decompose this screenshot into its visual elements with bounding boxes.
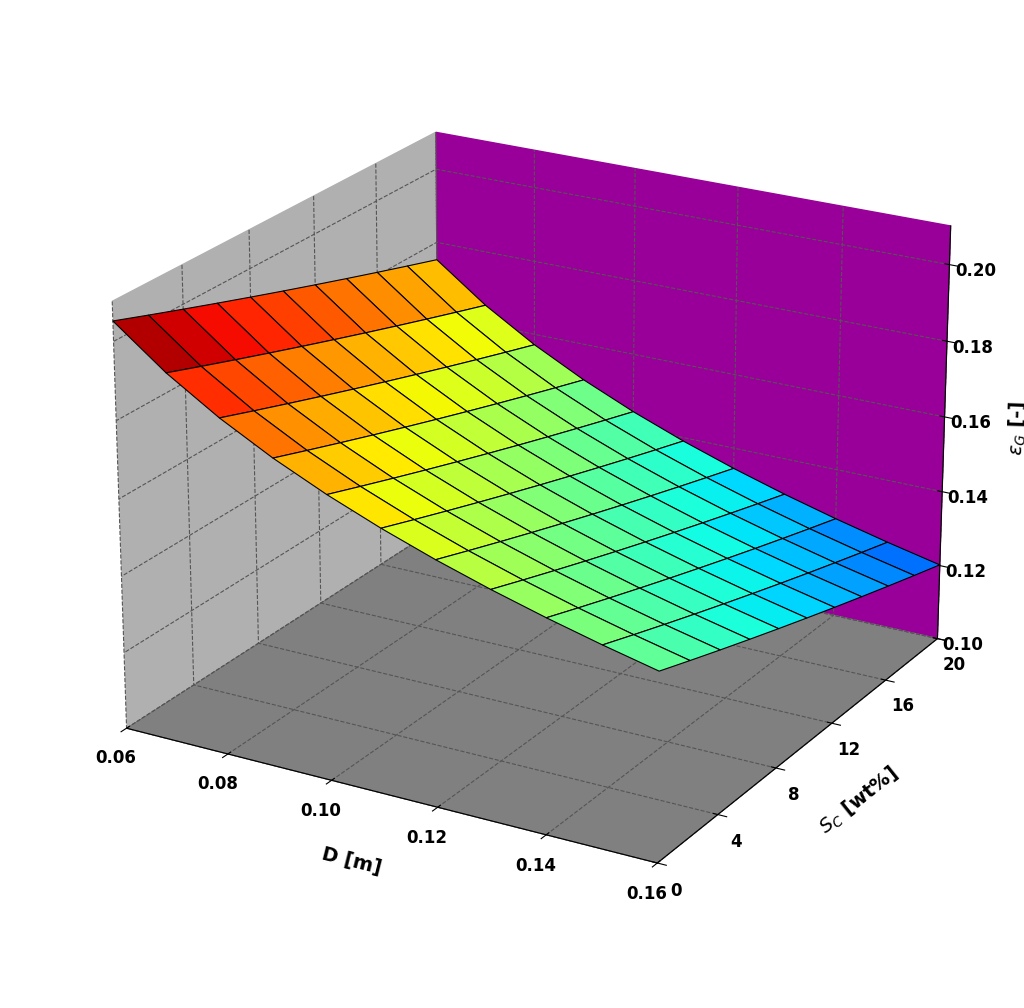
X-axis label: D [m]: D [m] <box>319 845 383 878</box>
Y-axis label: $S_C$ [wt%]: $S_C$ [wt%] <box>815 763 903 840</box>
